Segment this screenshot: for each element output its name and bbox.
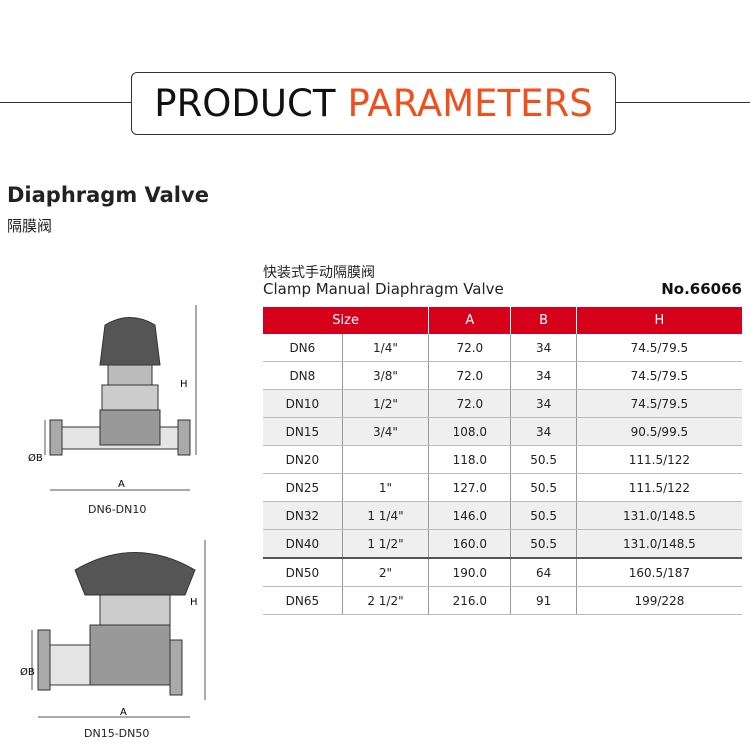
cell-inch: 1" [341,473,429,502]
cell-b: 50.5 [510,501,577,530]
cell-inch: 3/4" [341,417,429,446]
cell-inch: 3/8" [341,361,429,390]
table-subtitle-cn: 快装式手动隔膜阀 [263,265,375,281]
cell-inch [341,445,429,474]
cell-h: 74.5/79.5 [575,334,742,362]
cell-a: 160.0 [428,529,511,559]
label-b: ØB [28,452,43,464]
label-h: H [190,597,198,608]
col-b: B [510,307,577,334]
table-row: DN20 118.0 50.5 111.5/122 [263,445,742,474]
cell-a: 118.0 [428,445,511,474]
cell-dn: DN8 [263,361,343,390]
cell-a: 108.0 [428,417,511,446]
cell-dn: DN25 [263,473,343,502]
label-h: H [180,379,188,390]
cell-inch: 1/2" [341,389,429,418]
title-part1: PRODUCT [154,82,336,125]
cell-h: 131.0/148.5 [575,529,742,559]
cell-a: 72.0 [428,361,511,390]
table-row: DN40 1 1/2" 160.0 50.5 131.0/148.5 [263,529,742,559]
cell-inch: 2" [341,557,429,587]
cell-h: 111.5/122 [575,473,742,502]
cell-dn: DN20 [263,445,343,474]
cell-b: 50.5 [510,445,577,474]
label-b: ØB [20,666,35,678]
caption-large: DN15-DN50 [84,727,150,740]
cell-b: 34 [510,334,577,362]
caption-small: DN6-DN10 [88,503,147,516]
cell-h: 90.5/99.5 [575,417,742,446]
cell-h: 111.5/122 [575,445,742,474]
valve-diagram-small: H ØB A [28,305,197,491]
cell-b: 64 [510,557,577,587]
col-a: A [428,307,511,334]
cell-inch: 2 1/2" [341,586,429,615]
table-row: DN32 1 1/4" 146.0 50.5 131.0/148.5 [263,501,742,530]
cell-h: 199/228 [575,586,742,615]
cell-h: 131.0/148.5 [575,501,742,530]
col-size: Size [263,307,429,334]
cell-inch: 1 1/4" [341,501,429,530]
cell-inch: 1/4" [341,334,429,362]
cell-a: 216.0 [428,586,511,615]
cell-dn: DN15 [263,417,343,446]
cell-dn: DN40 [263,529,343,559]
handwheel [99,317,161,366]
col-h: H [575,307,742,334]
cell-b: 91 [510,586,577,615]
cell-dn: DN6 [263,334,343,362]
cell-dn: DN32 [263,501,343,530]
product-name: Diaphragm Valve [7,183,209,207]
cell-a: 127.0 [428,473,511,502]
cell-b: 34 [510,361,577,390]
cell-inch: 1 1/2" [341,529,429,559]
title-part2: PARAMETERS [347,82,593,125]
table-row: DN10 1/2" 72.0 34 74.5/79.5 [263,389,742,418]
table-row: DN50 2" 190.0 64 160.5/187 [263,557,742,587]
table-row: DN6 1/4" 72.0 34 74.5/79.5 [263,334,742,362]
table-row: DN65 2 1/2" 216.0 91 199/228 [263,586,742,615]
cell-h: 74.5/79.5 [575,389,742,418]
cell-h: 74.5/79.5 [575,361,742,390]
cell-b: 50.5 [510,473,577,502]
valve-diagram-large: H ØB A [20,540,206,718]
label-a: A [118,479,125,490]
cell-b: 34 [510,417,577,446]
label-a: A [120,707,127,718]
cell-b: 50.5 [510,529,577,559]
cell-a: 146.0 [428,501,511,530]
cell-a: 72.0 [428,389,511,418]
section-title: PRODUCT PARAMETERS [131,72,616,135]
table-subtitle: Clamp Manual Diaphragm Valve [263,280,504,298]
cell-a: 190.0 [428,557,511,587]
product-name-cn: 隔膜阀 [7,217,53,235]
cell-h: 160.5/187 [575,557,742,587]
cell-dn: DN65 [263,586,343,615]
cell-dn: DN50 [263,557,343,587]
model-number: No.66066 [661,280,742,298]
table-row: DN25 1" 127.0 50.5 111.5/122 [263,473,742,502]
parameters-table: Size A B H DN6 1/4" 72.0 34 74.5/79.5 DN8 3/8"… [263,307,742,615]
cell-dn: DN10 [263,389,343,418]
table-row: DN8 3/8" 72.0 34 74.5/79.5 [263,361,742,390]
table-row: DN15 3/4" 108.0 34 90.5/99.5 [263,417,742,446]
cell-b: 34 [510,389,577,418]
cell-a: 72.0 [428,334,511,362]
